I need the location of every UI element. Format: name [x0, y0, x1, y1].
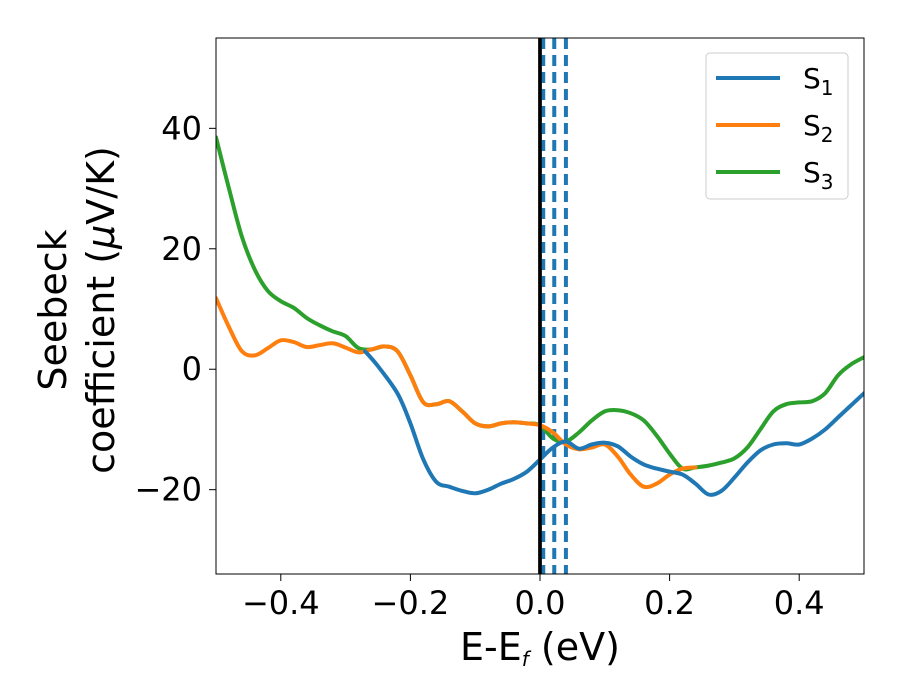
y-axis-label-line2: coefficient (μV/K) — [79, 146, 123, 474]
legend: S1 S2 S3 — [705, 52, 849, 200]
y-tick-label: −20 — [134, 471, 202, 509]
y-axis-label-line1: Seebeck — [31, 229, 75, 390]
legend-label: S2 — [803, 109, 834, 147]
legend-entry-s3: S3 — [716, 156, 834, 194]
legend-entry-s2: S2 — [716, 109, 834, 147]
x-axis-label: E-Ef (eV) — [460, 625, 620, 671]
x-tick-label: 0.2 — [644, 584, 695, 622]
series-line-s1 — [363, 349, 864, 497]
y-tick-label: 0 — [182, 350, 202, 388]
legend-entry-s1: S1 — [716, 62, 834, 100]
x-axis-ticks: −0.4 −0.2 0.0 0.2 0.4 — [242, 574, 825, 622]
x-tick-label: −0.2 — [372, 584, 450, 622]
x-tick-label: 0.4 — [774, 584, 825, 622]
y-tick-label: 20 — [161, 230, 202, 268]
x-axis-label-subscript: f — [522, 647, 532, 671]
series-line-s2 — [216, 296, 698, 490]
legend-label: S1 — [803, 62, 834, 100]
x-tick-label: 0.0 — [515, 584, 566, 622]
y-axis-ticks: −20 0 20 40 — [134, 109, 216, 509]
legend-label: S3 — [803, 156, 834, 194]
series-lines — [216, 38, 864, 574]
y-tick-label: 40 — [161, 109, 202, 147]
y-axis-label: Seebeck coefficient (μV/K) — [31, 146, 123, 474]
x-tick-label: −0.4 — [242, 584, 320, 622]
